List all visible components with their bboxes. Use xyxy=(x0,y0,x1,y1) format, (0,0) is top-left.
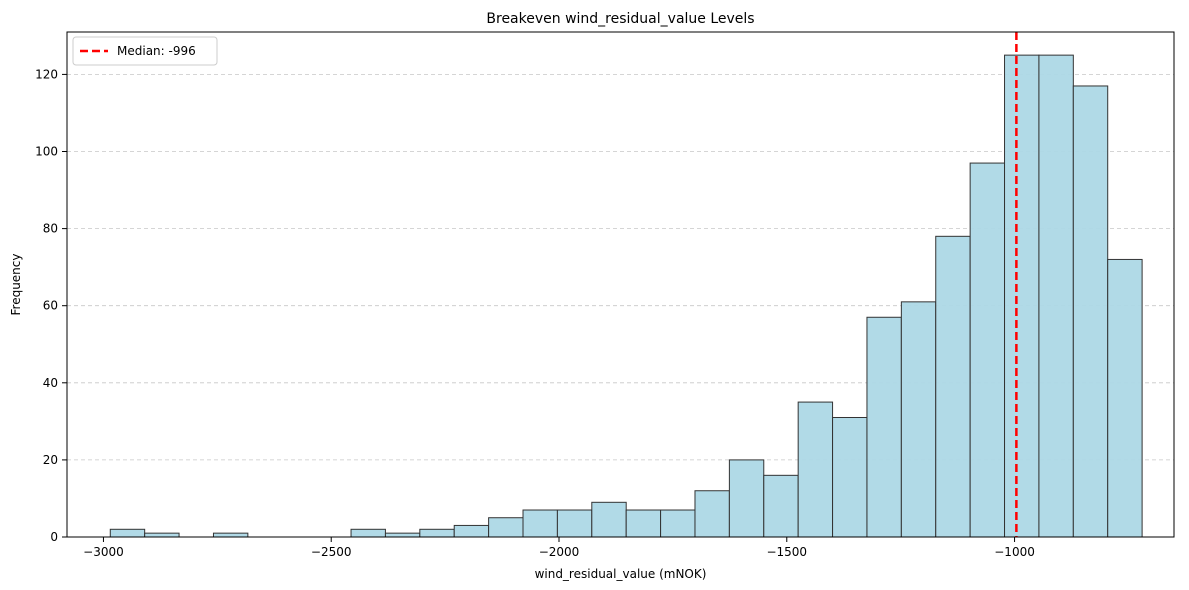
y-tick-label: 100 xyxy=(35,145,58,159)
y-tick-label: 20 xyxy=(43,453,58,467)
histogram-bar xyxy=(556,509,593,538)
histogram-bar xyxy=(900,301,937,538)
x-tick-label: −1000 xyxy=(994,545,1035,559)
x-tick-label: −2500 xyxy=(311,545,352,559)
y-gridlines xyxy=(67,74,1174,461)
y-tick-label: 80 xyxy=(43,222,58,236)
histogram-bar xyxy=(1107,258,1143,538)
histogram-bar xyxy=(1072,85,1109,538)
histogram-bar xyxy=(522,509,558,538)
y-axis-ticks: 0 20 40 60 80 100 120 xyxy=(35,67,67,544)
x-axis-ticks: −3000 −2500 −2000 −1500 −1000 xyxy=(83,537,1035,559)
y-axis-label: Frequency xyxy=(9,254,23,316)
histogram-bar xyxy=(350,528,386,538)
histogram-bar xyxy=(625,509,662,538)
histogram-bar xyxy=(866,316,902,538)
legend-box xyxy=(72,36,218,66)
y-tick-label: 60 xyxy=(43,299,58,313)
histogram-bar xyxy=(728,459,765,538)
x-tick-label: −1500 xyxy=(766,545,807,559)
y-tick-label: 120 xyxy=(35,67,58,81)
plot-frame xyxy=(66,31,1175,538)
histogram-bar xyxy=(832,416,868,538)
histogram-bars xyxy=(109,54,1143,538)
chart-title: Breakeven wind_residual_value Levels xyxy=(486,11,754,27)
histogram-bar xyxy=(694,490,730,538)
histogram-bar xyxy=(763,474,799,538)
y-tick-label: 40 xyxy=(43,376,58,390)
histogram-bar xyxy=(212,532,249,538)
histogram-bar xyxy=(797,401,834,538)
histogram-bar xyxy=(1038,54,1074,538)
y-tick-label: 0 xyxy=(50,530,58,544)
histogram-bar xyxy=(488,517,524,538)
legend-median-label: Median: -996 xyxy=(117,44,196,58)
histogram-bar xyxy=(660,509,696,538)
x-tick-label: −3000 xyxy=(83,545,124,559)
legend: Median: -996 xyxy=(72,36,218,66)
histogram-bar xyxy=(109,528,146,538)
histogram-bar xyxy=(419,528,455,538)
histogram-bar xyxy=(969,162,1006,538)
histogram-bar xyxy=(591,501,627,538)
histogram-bar xyxy=(453,524,490,538)
histogram-bar xyxy=(1004,54,1040,538)
histogram-bar xyxy=(144,532,180,538)
histogram-bar xyxy=(384,532,421,538)
x-tick-label: −2000 xyxy=(539,545,580,559)
axes xyxy=(66,31,1175,538)
x-axis-label: wind_residual_value (mNOK) xyxy=(535,567,707,581)
histogram-bar xyxy=(935,235,971,538)
